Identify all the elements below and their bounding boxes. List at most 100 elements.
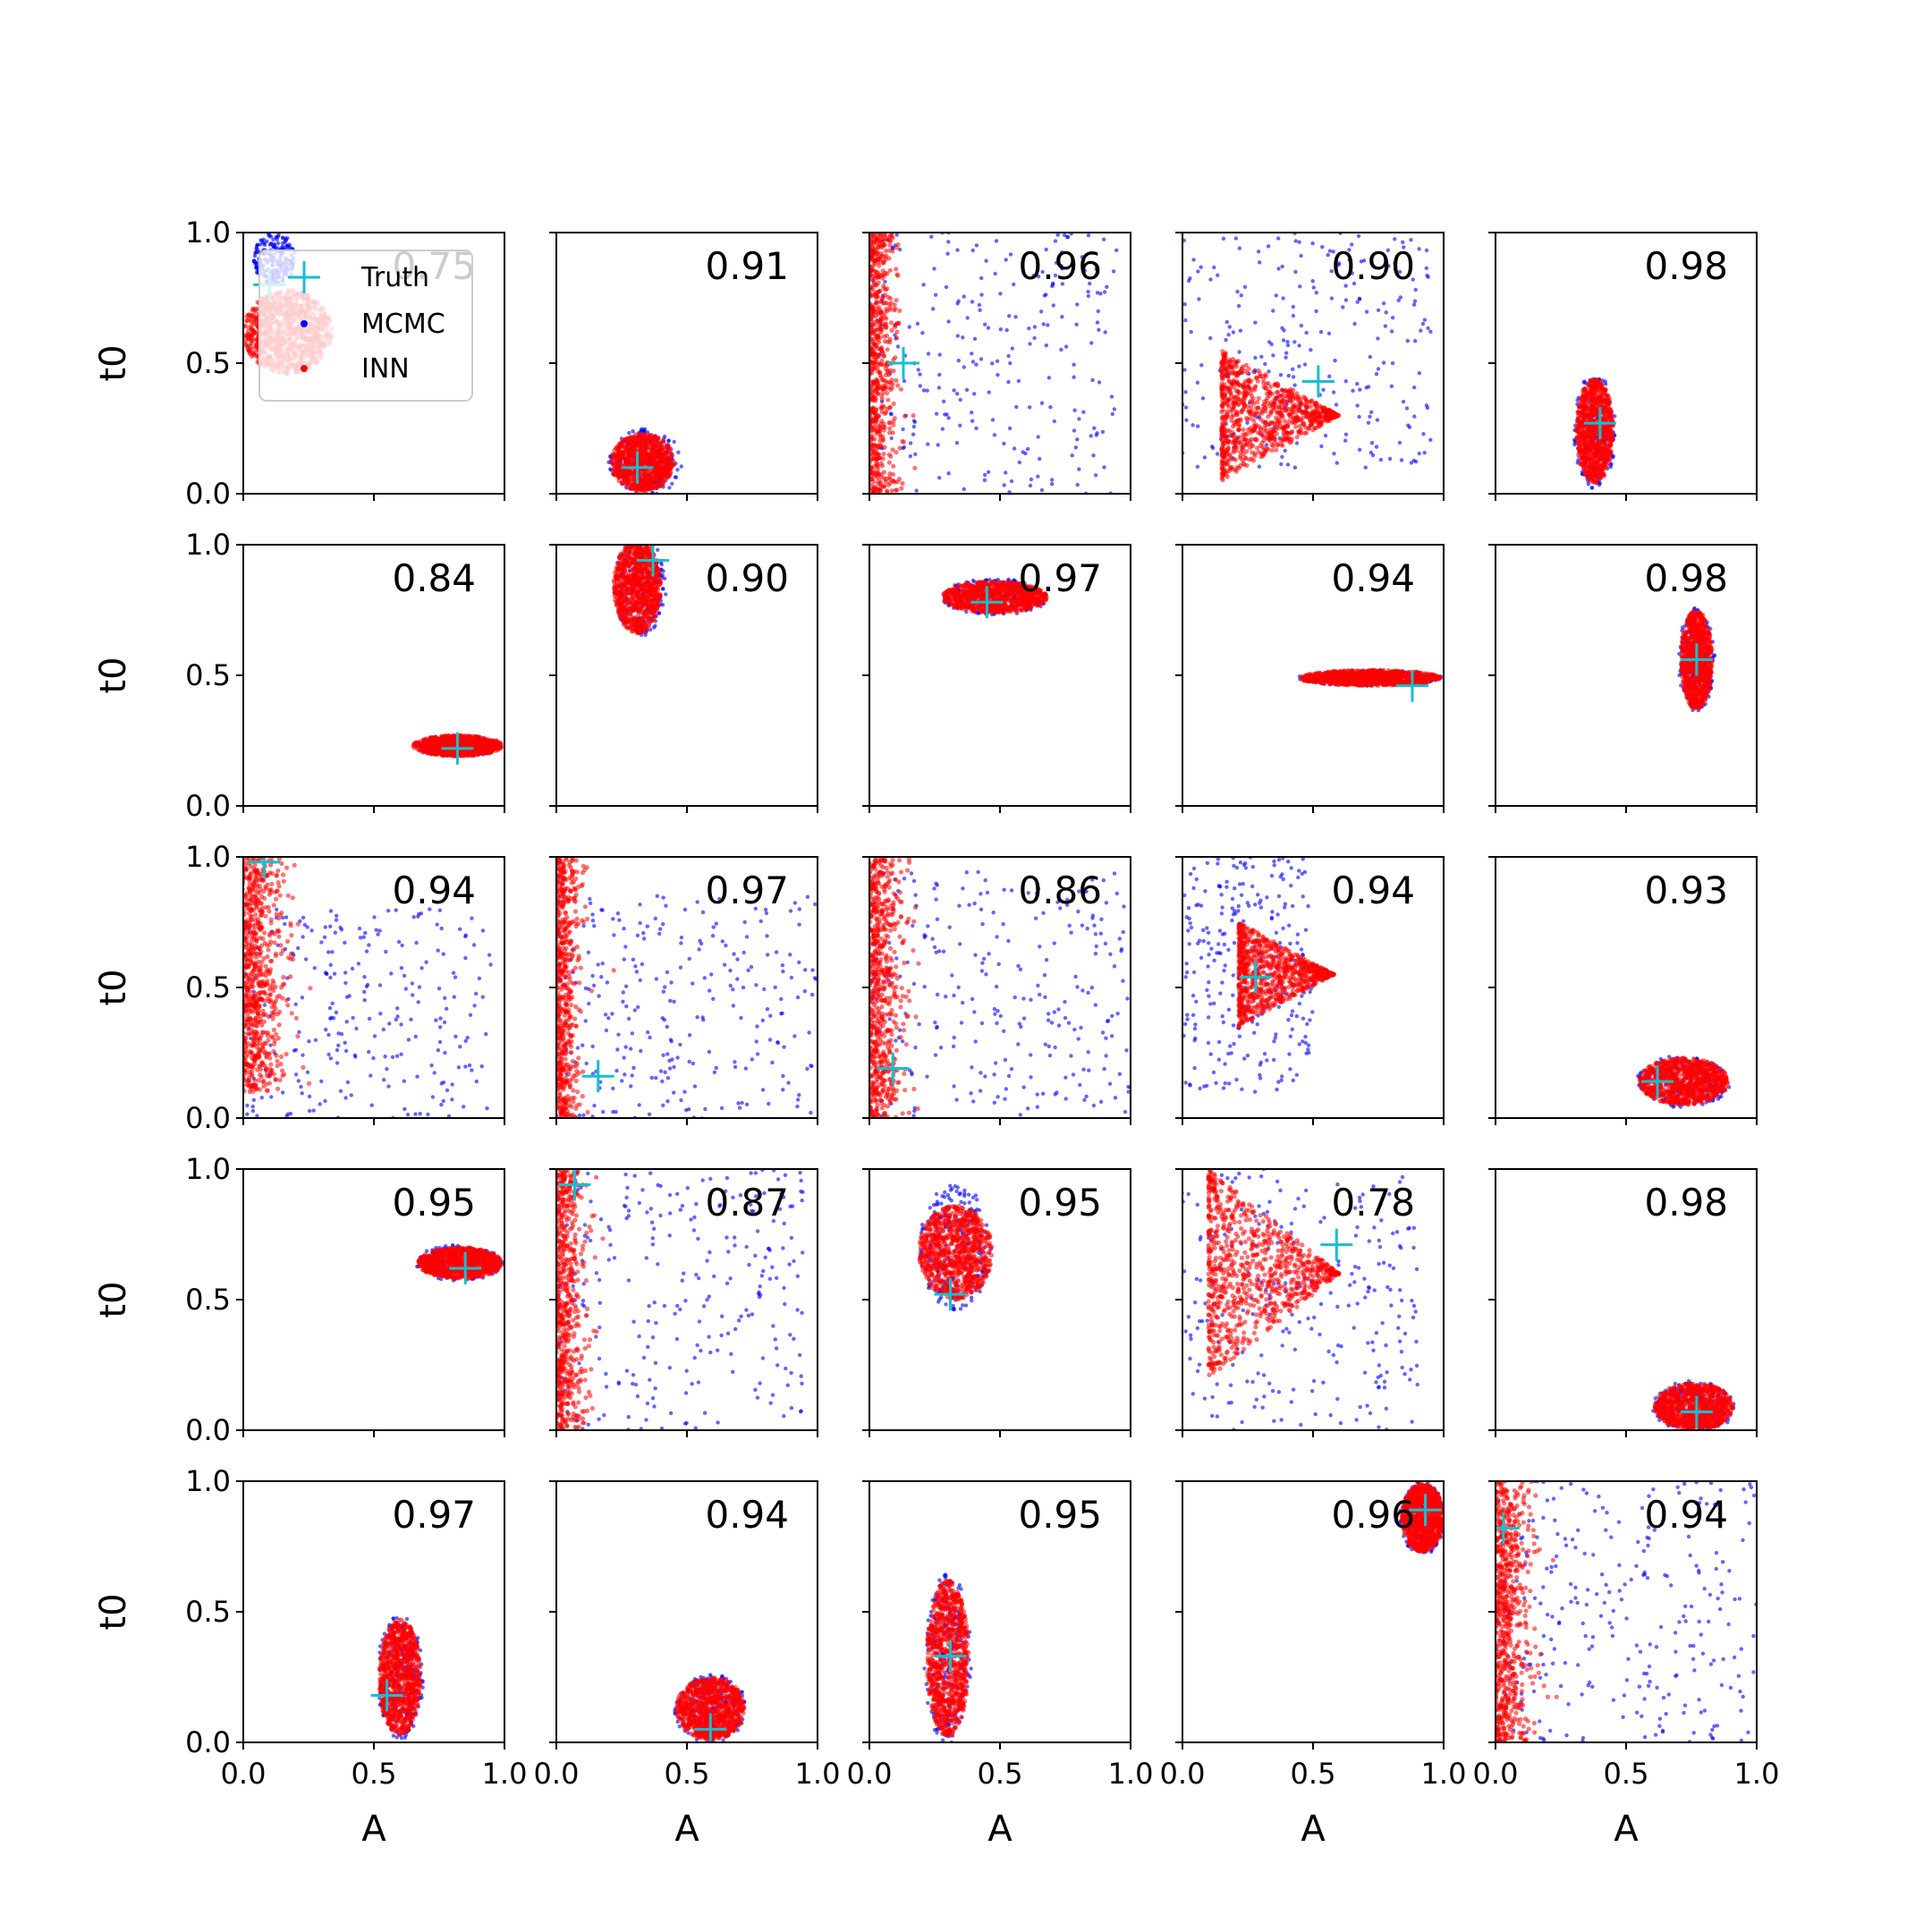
inn-point bbox=[610, 469, 615, 474]
inn-point bbox=[873, 453, 879, 459]
inn-point bbox=[1251, 418, 1257, 423]
mcmc-point bbox=[1025, 446, 1030, 452]
inn-point bbox=[1225, 414, 1231, 419]
mcmc-point bbox=[1381, 301, 1386, 306]
mcmc-point bbox=[1389, 384, 1394, 388]
inn-point bbox=[1249, 456, 1254, 462]
mcmc-point bbox=[1271, 309, 1275, 313]
mcmc-point bbox=[1224, 319, 1229, 325]
mcmc-point bbox=[1208, 277, 1213, 282]
inn-point bbox=[1248, 416, 1253, 421]
inn-point bbox=[1285, 423, 1291, 428]
mcmc-point bbox=[1065, 234, 1071, 240]
mcmc-point bbox=[1027, 326, 1031, 331]
mcmc-point bbox=[962, 487, 966, 491]
inn-point bbox=[887, 339, 893, 344]
mcmc-point bbox=[1417, 371, 1422, 376]
mcmc-point bbox=[1378, 457, 1384, 462]
inn-point bbox=[886, 475, 892, 480]
inn-point bbox=[881, 377, 886, 383]
mcmc-point bbox=[889, 436, 894, 441]
mcmc-point bbox=[1237, 350, 1241, 354]
mcmc-point bbox=[627, 430, 631, 436]
inn-point bbox=[1254, 410, 1259, 415]
mcmc-point bbox=[1285, 339, 1290, 344]
mcmc-point bbox=[1374, 445, 1379, 449]
inn-point bbox=[623, 483, 629, 488]
inn-point bbox=[659, 443, 665, 448]
mcmc-point bbox=[937, 372, 942, 377]
inn-point bbox=[872, 258, 878, 263]
inn-point bbox=[657, 450, 662, 455]
mcmc-point bbox=[1350, 242, 1354, 247]
inn-point bbox=[1287, 411, 1292, 417]
inn-point bbox=[874, 327, 880, 333]
inn-point bbox=[1243, 442, 1249, 447]
inn-point bbox=[1230, 363, 1235, 369]
mcmc-point bbox=[262, 242, 267, 247]
mcmc-point bbox=[1039, 487, 1045, 493]
inn-point bbox=[665, 448, 671, 453]
mcmc-point bbox=[1233, 236, 1239, 241]
y-tick-label: 0.0 bbox=[185, 477, 231, 511]
inn-point bbox=[1263, 374, 1268, 379]
mcmc-point bbox=[1355, 403, 1360, 408]
mcmc-point bbox=[674, 475, 679, 479]
inn-point bbox=[1243, 362, 1250, 368]
inn-point bbox=[1225, 457, 1231, 462]
inn-point bbox=[874, 238, 879, 243]
inn-point bbox=[1287, 394, 1292, 400]
mcmc-point bbox=[888, 411, 894, 416]
mcmc-point bbox=[1347, 248, 1352, 252]
mcmc-point bbox=[1291, 375, 1296, 379]
inn-point bbox=[1278, 412, 1284, 418]
inn-point bbox=[888, 387, 894, 393]
mcmc-point bbox=[1036, 274, 1041, 279]
panel-points bbox=[1572, 377, 1617, 490]
inn-point bbox=[645, 474, 650, 479]
inn-point bbox=[886, 379, 892, 385]
inn-point bbox=[894, 298, 899, 303]
mcmc-point bbox=[1081, 410, 1086, 414]
inn-point bbox=[1309, 398, 1315, 403]
inn-point bbox=[881, 242, 886, 248]
inn-point bbox=[891, 401, 896, 406]
mcmc-point bbox=[1269, 342, 1274, 347]
mcmc-point bbox=[1402, 245, 1406, 250]
inn-point bbox=[1242, 369, 1248, 374]
inn-point bbox=[1272, 396, 1277, 402]
inn-point bbox=[887, 404, 894, 410]
truth-marker bbox=[886, 347, 919, 379]
mcmc-point bbox=[1401, 240, 1405, 244]
mcmc-point bbox=[956, 358, 962, 363]
mcmc-point bbox=[1021, 450, 1025, 454]
inn-point bbox=[1302, 430, 1308, 436]
inn-point bbox=[1282, 419, 1287, 424]
inn-point bbox=[882, 339, 888, 344]
inn-point bbox=[876, 391, 881, 396]
mcmc-point bbox=[252, 253, 258, 258]
inn-point bbox=[1220, 408, 1225, 413]
mcmc-point bbox=[1368, 414, 1372, 419]
inn-point bbox=[1290, 410, 1295, 415]
inn-point bbox=[1271, 403, 1276, 409]
mcmc-point bbox=[1031, 274, 1036, 278]
inn-point bbox=[882, 445, 887, 450]
inn-point bbox=[1294, 391, 1300, 396]
inn-point bbox=[869, 248, 874, 253]
mcmc-point bbox=[1094, 267, 1098, 271]
inn-point bbox=[1220, 394, 1225, 401]
inn-point bbox=[1316, 415, 1322, 420]
inn-point bbox=[872, 428, 877, 433]
mcmc-point bbox=[1102, 290, 1107, 294]
inn-point bbox=[875, 467, 881, 472]
inn-point bbox=[1219, 373, 1224, 378]
mcmc-point bbox=[1258, 260, 1262, 265]
inn-point bbox=[1241, 435, 1247, 440]
mcmc-point bbox=[914, 488, 919, 493]
inn-point bbox=[887, 267, 893, 273]
mcmc-point bbox=[1294, 441, 1300, 445]
mcmc-point bbox=[972, 336, 978, 341]
inn-point bbox=[883, 248, 889, 254]
mcmc-point bbox=[1042, 293, 1047, 298]
